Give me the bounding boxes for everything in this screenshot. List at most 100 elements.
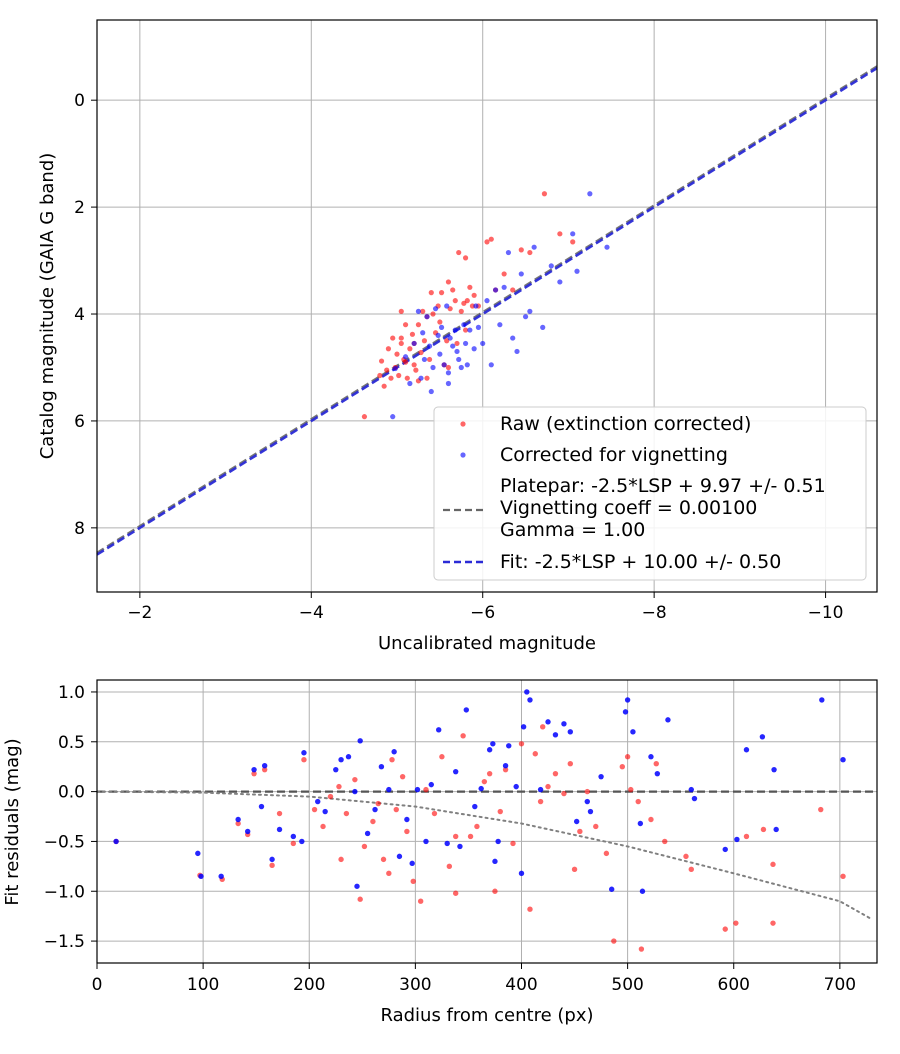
raw-point — [770, 920, 776, 926]
raw-point — [688, 866, 694, 873]
bottom-x-axis-label: Radius from centre (px) — [380, 1005, 593, 1026]
raw-point — [410, 878, 416, 884]
bottom-y-tick-label: 0.0 — [58, 783, 85, 803]
raw-point — [417, 898, 424, 904]
raw-point — [269, 862, 275, 869]
bottom-x-tick-label: 300 — [399, 975, 431, 995]
raw-point — [276, 810, 283, 817]
raw-point — [648, 816, 654, 823]
corrected-point — [198, 873, 204, 880]
raw-point — [593, 823, 599, 830]
raw-point — [527, 906, 533, 912]
raw-point — [462, 327, 469, 333]
bottom-y-tick-label: 0.5 — [58, 733, 85, 753]
corrected-point — [527, 308, 533, 314]
corrected-point — [299, 838, 305, 845]
bottom-y-axis-ticks: 1.0 0.5 0.0 −0.5 −1.0 −1.5 — [44, 683, 97, 952]
corrected-point — [552, 732, 559, 738]
corrected-point — [258, 803, 265, 810]
raw-point — [343, 810, 350, 817]
bottom-x-tick-label: 0 — [92, 975, 103, 995]
raw-point — [437, 319, 443, 325]
corrected-point — [438, 324, 445, 330]
raw-point — [527, 249, 533, 256]
corrected-point — [639, 888, 646, 894]
bottom-y-tick-label: −1.0 — [44, 882, 85, 902]
raw-point — [818, 806, 824, 813]
corrected-point — [622, 709, 629, 715]
legend-corrected-label: Corrected for vignetting — [500, 444, 728, 466]
raw-point — [251, 770, 257, 777]
corrected-point — [372, 806, 378, 813]
legend-fit-label: Fit: -2.5*LSP + 10.00 +/- 0.50 — [500, 551, 781, 573]
corrected-point — [436, 727, 442, 733]
corrected-point — [437, 351, 443, 357]
corrected-point — [428, 388, 434, 395]
corrected-point — [480, 340, 486, 347]
top-y-tick-label: 2 — [74, 198, 85, 218]
corrected-point — [407, 380, 413, 387]
corrected-point — [587, 808, 594, 815]
corrected-point — [648, 754, 654, 760]
raw-point — [418, 349, 424, 356]
raw-point — [402, 322, 409, 328]
raw-point — [389, 757, 395, 763]
corrected-point — [567, 729, 574, 735]
raw-point — [532, 751, 538, 757]
raw-point — [399, 773, 406, 780]
corrected-point — [354, 883, 360, 889]
residuals-plot: 0 100 200 300 400 500 600 700 1.0 0.5 0.0 −0.5 −1.0… — [2, 679, 878, 1026]
raw-point — [540, 724, 546, 730]
corrected-point — [218, 873, 224, 880]
corrected-point — [819, 697, 825, 703]
raw-point — [545, 783, 551, 790]
raw-point — [662, 838, 668, 845]
raw-point — [619, 763, 626, 770]
bottom-x-tick-label: 700 — [824, 975, 856, 995]
raw-point — [377, 372, 383, 379]
corrected-point — [452, 327, 458, 333]
raw-point — [541, 191, 548, 197]
corrected-point — [113, 838, 119, 845]
corrected-point — [637, 820, 644, 827]
corrected-point — [473, 303, 479, 309]
raw-point — [510, 840, 516, 847]
corrected-point — [402, 354, 409, 360]
raw-point — [385, 346, 392, 352]
corrected-point — [587, 191, 593, 197]
raw-point — [518, 247, 524, 253]
corrected-point — [497, 322, 503, 328]
bottom-reference-lines — [96, 790, 877, 921]
corrected-point — [445, 380, 452, 387]
corrected-point — [251, 766, 257, 773]
raw-point — [402, 359, 409, 365]
corrected-point — [463, 707, 470, 713]
corrected-point — [462, 340, 469, 347]
corrected-point — [315, 798, 321, 805]
vignetting-curve — [96, 790, 873, 921]
corrected-point — [505, 249, 512, 256]
raw-point — [384, 367, 390, 373]
corrected-point — [464, 362, 470, 368]
top-x-axis-ticks: −2 −4 −6 −8 −10 — [127, 592, 844, 623]
top-y-axis-label: Catalog magnitude (GAIA G band) — [37, 153, 58, 460]
corrected-point — [458, 364, 464, 371]
bottom-x-axis-ticks: 0 100 200 300 400 500 600 700 — [92, 963, 856, 995]
raw-point — [492, 888, 498, 894]
corrected-point — [840, 757, 846, 763]
raw-point — [518, 741, 525, 747]
corrected-point — [502, 762, 509, 769]
raw-point — [370, 818, 376, 825]
corrected-point — [665, 717, 671, 723]
corrected-point — [269, 856, 275, 863]
top-x-tick-label: −2 — [127, 603, 152, 623]
raw-point — [311, 806, 318, 813]
bottom-x-tick-label: 500 — [611, 975, 643, 995]
raw-point — [290, 840, 297, 847]
raw-point — [320, 823, 326, 830]
raw-point — [361, 843, 368, 850]
corrected-point — [357, 738, 363, 744]
corrected-point — [545, 719, 551, 725]
top-y-tick-label: 8 — [74, 519, 85, 539]
